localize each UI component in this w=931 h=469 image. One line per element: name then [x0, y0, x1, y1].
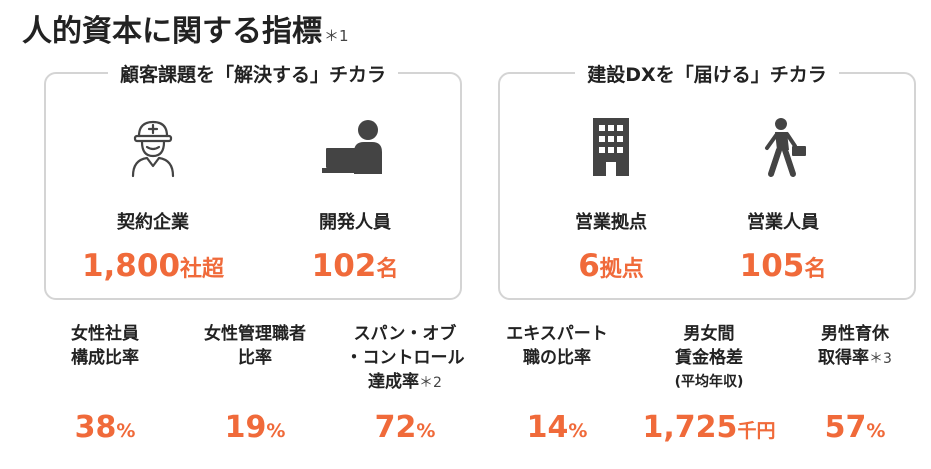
- metric-value: 1,800社超: [68, 248, 238, 284]
- stat-value: 57%: [780, 410, 930, 445]
- metric-sales-staff: 営業人員 105名: [698, 114, 868, 284]
- stat-label-line: ・コントロール: [345, 348, 465, 368]
- stat-number: 19: [224, 410, 267, 445]
- stat-label: 女性社員 構成比率: [30, 322, 180, 370]
- stat-label-line: スパン・オブ: [353, 324, 457, 344]
- stat-unit: %: [416, 420, 436, 442]
- stat-label: 女性管理職者 比率: [180, 322, 330, 370]
- stat-label-line: 男性育休: [821, 324, 889, 344]
- stat-label-line: 女性管理職者: [204, 324, 306, 344]
- metric-number: 1,800: [81, 248, 181, 284]
- metric-number: 105: [739, 248, 805, 284]
- stat-number: 38: [74, 410, 117, 445]
- stat-unit: %: [116, 420, 136, 442]
- metric-label: 開発人員: [319, 212, 391, 233]
- panel-solve-capability: 顧客課題を「解決する」チカラ 契約企業 1,800社超: [44, 64, 462, 300]
- panel-heading: 顧客課題を「解決する」チカラ: [107, 64, 398, 86]
- metric-label: 契約企業: [117, 212, 189, 233]
- stat-number: 72: [374, 410, 417, 445]
- stat-value: 38%: [30, 410, 180, 445]
- metric-value: 6拠点: [526, 248, 696, 284]
- stat-gender-wage-gap: 男女間 賃金格差 (平均年収) 1,725千円: [634, 322, 784, 445]
- stat-footnote-mark: ＊3: [869, 351, 892, 367]
- stat-label-line: エキスパート: [506, 324, 608, 344]
- metric-developers: 開発人員 102名: [270, 114, 440, 284]
- stat-label-line: 取得率: [818, 348, 870, 368]
- stat-unit: %: [568, 420, 588, 442]
- office-building-icon: [526, 114, 696, 178]
- stat-label-line: 構成比率: [71, 348, 139, 368]
- metric-number: 6: [578, 248, 600, 284]
- metric-unit: 拠点: [599, 257, 644, 282]
- worker-helmet-icon: [68, 114, 238, 178]
- stat-unit: 千円: [737, 420, 776, 442]
- stat-label: エキスパート 職の比率: [482, 322, 632, 370]
- metric-unit: 名: [376, 257, 399, 282]
- panel-heading: 建設DXを「届ける」チカラ: [575, 64, 839, 86]
- stat-label-line: 職の比率: [523, 348, 591, 368]
- metric-unit: 社超: [180, 257, 225, 282]
- businessman-walking-icon: [698, 114, 868, 178]
- developer-laptop-icon: [270, 114, 440, 178]
- stat-unit: %: [266, 420, 286, 442]
- panel-deliver-capability: 建設DXを「届ける」チカラ 営業拠点 6拠点: [498, 64, 916, 300]
- stat-value: 19%: [180, 410, 330, 445]
- stat-value: 14%: [482, 410, 632, 445]
- metric-label: 営業人員: [747, 212, 819, 233]
- stat-female-employee-ratio: 女性社員 構成比率 38%: [30, 322, 180, 445]
- stat-label: 男女間 賃金格差 (平均年収): [634, 322, 784, 394]
- page-title: 人的資本に関する指標 ＊1: [22, 6, 349, 50]
- stat-female-manager-ratio: 女性管理職者 比率 19%: [180, 322, 330, 445]
- metric-sales-offices: 営業拠点 6拠点: [526, 114, 696, 284]
- stat-sub-label: (平均年収): [674, 374, 744, 390]
- stat-span-of-control: スパン・オブ ・コントロール 達成率＊2 72%: [330, 322, 480, 445]
- title-footnote-mark: ＊1: [324, 27, 349, 45]
- stat-label: スパン・オブ ・コントロール 達成率＊2: [330, 322, 480, 395]
- stat-label-line: 達成率: [368, 372, 420, 392]
- stat-number: 14: [526, 410, 569, 445]
- metric-unit: 名: [804, 257, 827, 282]
- stat-value: 72%: [330, 410, 480, 445]
- stat-footnote-mark: ＊2: [419, 375, 442, 391]
- stat-label: 男性育休 取得率＊3: [780, 322, 930, 371]
- stat-label-line: 比率: [238, 348, 272, 368]
- stat-value: 1,725千円: [634, 410, 784, 445]
- stat-label-line: 男女間: [683, 324, 735, 344]
- metric-number: 102: [311, 248, 377, 284]
- stat-expert-ratio: エキスパート 職の比率 14%: [482, 322, 632, 445]
- stat-number: 1,725: [642, 410, 738, 445]
- metric-value: 105名: [698, 248, 868, 284]
- stat-male-parental-leave: 男性育休 取得率＊3 57%: [780, 322, 930, 445]
- stat-label-line: 女性社員: [71, 324, 139, 344]
- stat-label-line: 賃金格差: [675, 348, 743, 368]
- metric-value: 102名: [270, 248, 440, 284]
- stat-number: 57: [824, 410, 867, 445]
- page-title-text: 人的資本に関する指標: [22, 14, 322, 49]
- metric-label: 営業拠点: [575, 212, 647, 233]
- stat-unit: %: [866, 420, 886, 442]
- metric-contract-companies: 契約企業 1,800社超: [68, 114, 238, 284]
